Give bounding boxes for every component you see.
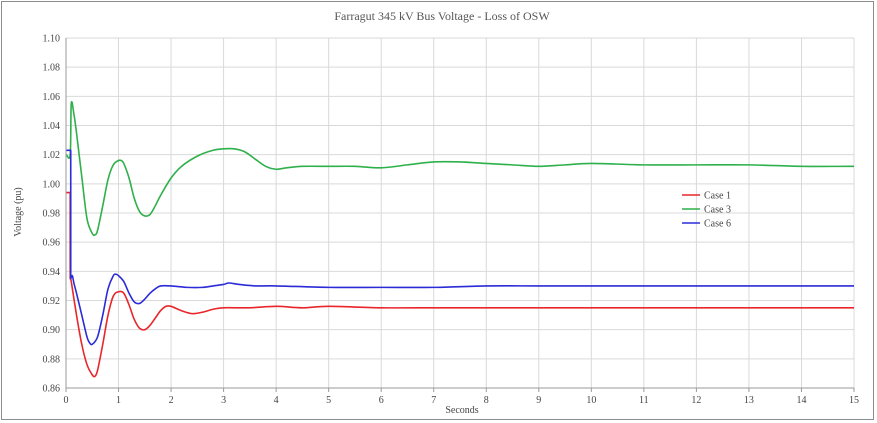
x-tick-label: 0 (64, 395, 69, 406)
x-tick-label: 8 (484, 395, 489, 406)
y-tick-label: 0.96 (43, 238, 61, 249)
x-tick-label: 7 (431, 395, 436, 406)
y-tick-label: 0.90 (43, 325, 61, 336)
legend: Case 1 Case 3 Case 6 (682, 191, 731, 230)
y-tick-label: 0.88 (43, 354, 61, 365)
y-tick-label: 1.06 (43, 92, 61, 103)
x-tick-label: 10 (586, 395, 596, 406)
y-tick-label: 1.10 (43, 34, 61, 45)
series-lines (65, 101, 855, 378)
x-tick-label: 4 (274, 395, 279, 406)
y-tick-label: 0.86 (43, 384, 61, 395)
x-tick-label: 1 (116, 395, 121, 406)
x-tick-label: 13 (744, 395, 754, 406)
x-axis-title: Seconds (445, 405, 478, 416)
chart-title: Farragut 345 kV Bus Voltage - Loss of OS… (334, 9, 550, 23)
series-line-case-1 (65, 191, 854, 378)
x-tick-label: 2 (169, 395, 174, 406)
x-tick-labels: 0 1 2 3 4 5 6 7 8 9 10 11 12 13 14 15 (64, 395, 860, 406)
x-tick-label: 15 (849, 395, 859, 406)
x-tick-label: 14 (796, 395, 806, 406)
x-tick-label: 6 (379, 395, 384, 406)
y-tick-label: 0.94 (43, 267, 61, 278)
y-tick-label: 0.98 (43, 209, 61, 220)
x-tick-label: 3 (221, 395, 226, 406)
legend-label: Case 1 (704, 191, 731, 202)
y-tick-label: 0.92 (43, 296, 61, 307)
y-tick-label: 1.04 (43, 121, 61, 132)
grid (65, 37, 855, 392)
series-line-case-6 (65, 149, 854, 346)
legend-label: Case 6 (704, 219, 731, 230)
series-line-case-3 (65, 101, 855, 237)
x-tick-label: 12 (691, 395, 701, 406)
y-tick-labels: 0.86 0.88 0.90 0.92 0.94 0.96 0.98 1.00 1.02 1.04… (43, 34, 61, 395)
y-tick-label: 1.08 (43, 63, 61, 74)
y-tick-label: 1.00 (43, 179, 61, 190)
y-tick-label: 1.02 (43, 150, 61, 161)
x-tick-label: 11 (639, 395, 649, 406)
legend-label: Case 3 (704, 205, 731, 216)
y-axis-title: Voltage (pu) (13, 187, 24, 237)
x-tick-label: 9 (536, 395, 541, 406)
x-tick-label: 5 (326, 395, 331, 406)
